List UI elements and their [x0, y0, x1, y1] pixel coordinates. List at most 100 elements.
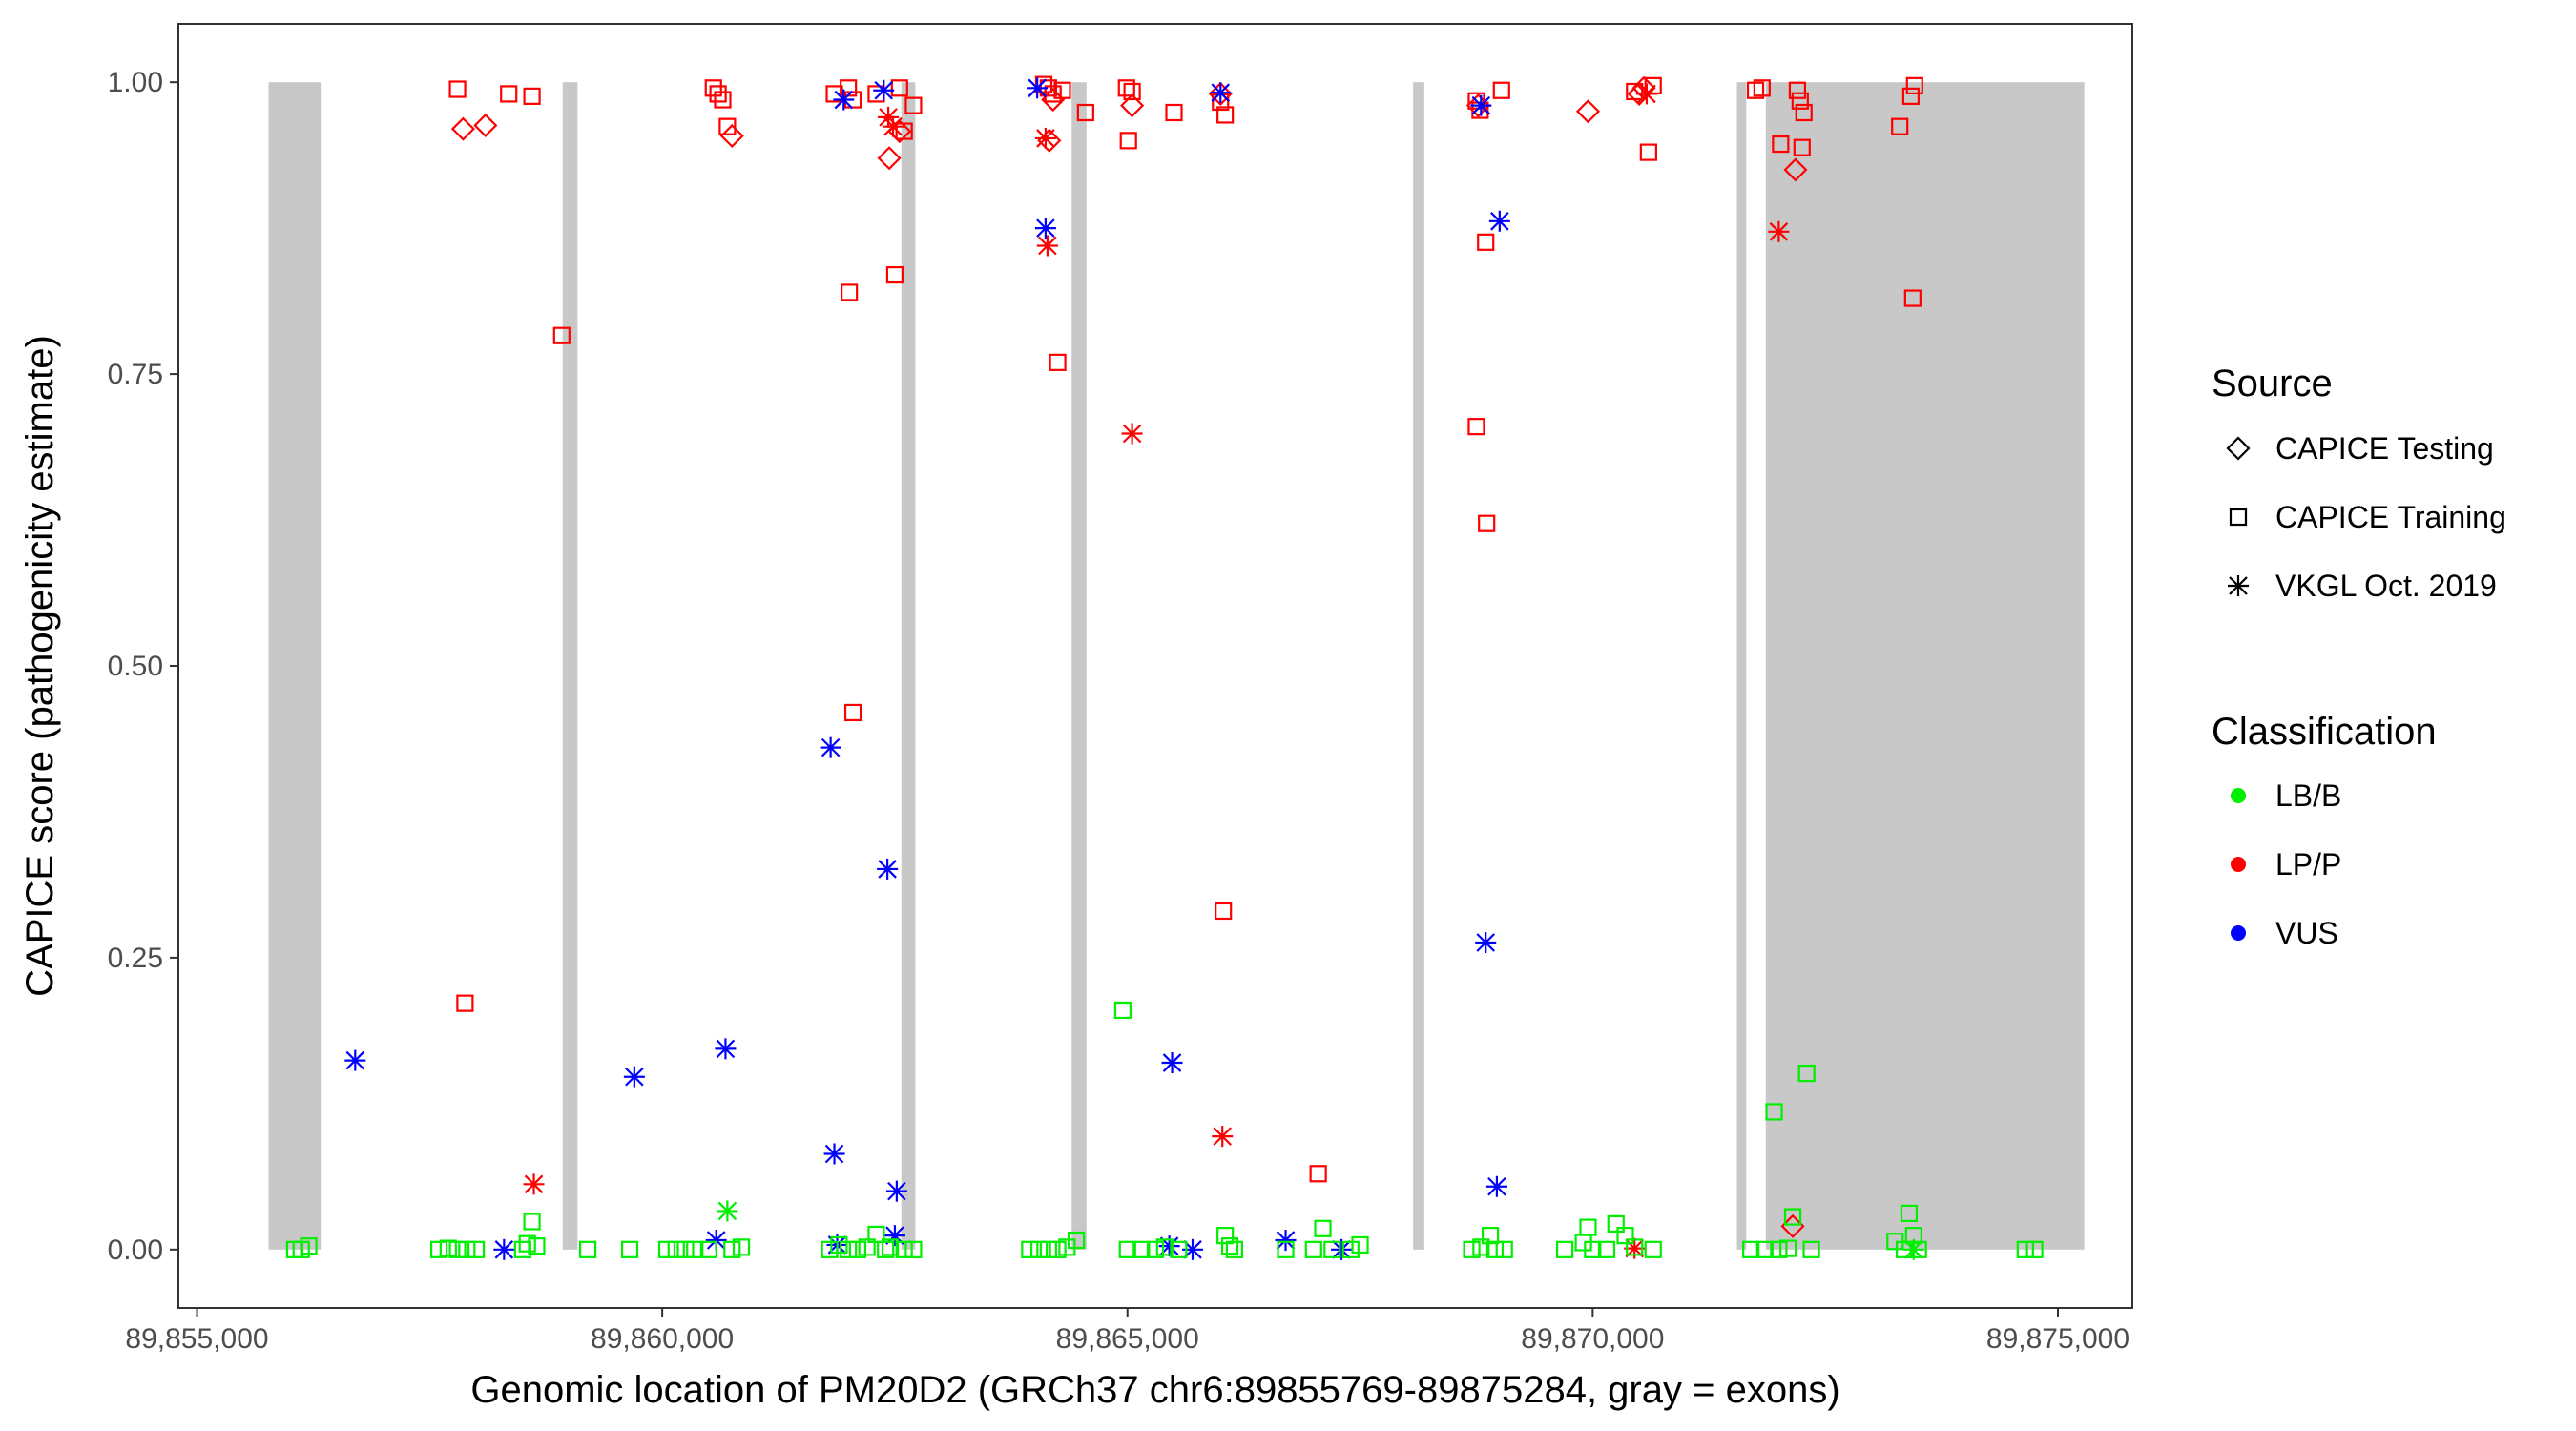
data-point: [1165, 103, 1183, 122]
data-point: [344, 1049, 366, 1071]
data-point: [1793, 138, 1811, 156]
data-point: [1120, 93, 1145, 118]
data-point: [1770, 1240, 1788, 1258]
legend-title-classification: Classification: [2212, 711, 2437, 753]
exon-band: [1071, 82, 1087, 1250]
data-point: [1039, 1240, 1057, 1258]
data-point: [1314, 1219, 1332, 1237]
data-point: [877, 1240, 895, 1258]
data-point: [1212, 1126, 1234, 1148]
data-point: [450, 116, 475, 141]
data-point: [1034, 218, 1056, 239]
data-point: [825, 85, 843, 103]
data-point: [1034, 127, 1056, 149]
data-point: [1049, 353, 1067, 371]
data-point: [1575, 99, 1601, 124]
x-tick-label: 89,875,000: [1986, 1323, 2129, 1355]
data-point: [439, 1239, 457, 1257]
data-point: [1119, 132, 1137, 150]
data-point: [1495, 1240, 1513, 1258]
data-point: [1225, 1240, 1243, 1258]
data-point: [1470, 94, 1492, 116]
data-point: [1351, 1235, 1369, 1255]
data-point: [1742, 1240, 1760, 1258]
data-point: [523, 1173, 545, 1195]
data-point: [1783, 1208, 1802, 1226]
data-point: [1795, 103, 1813, 122]
exon-band: [1736, 82, 1747, 1250]
data-point: [1488, 210, 1510, 232]
data-point: [1068, 1231, 1086, 1250]
x-tick-label: 89,855,000: [125, 1323, 268, 1355]
data-point: [1037, 128, 1062, 153]
data-point: [848, 1240, 867, 1258]
data-point: [1076, 103, 1094, 122]
data-point: [1802, 1240, 1820, 1258]
exon-bands: [268, 82, 2085, 1250]
data-point: [699, 1240, 717, 1258]
data-point: [705, 1230, 727, 1252]
data-point: [1478, 514, 1496, 532]
data-point: [867, 1225, 885, 1244]
data-point: [1118, 1240, 1136, 1258]
data-point: [885, 1180, 907, 1202]
data-point: [300, 1237, 318, 1255]
data-point: [704, 79, 722, 97]
data-point: [1485, 1175, 1507, 1197]
data-point: [1626, 82, 1644, 101]
data-point: [858, 1238, 876, 1256]
data-point: [1161, 1052, 1183, 1074]
y-axis-title: CAPICE score (pathogenicity estimate): [19, 335, 61, 997]
data-point: [1477, 233, 1495, 251]
data-point: [1626, 1238, 1644, 1256]
legend-label-source: CAPICE Testing: [2275, 431, 2494, 466]
data-point: [1900, 1204, 1919, 1222]
data-point: [1467, 418, 1485, 436]
data-point: [1475, 932, 1497, 954]
data-point: [456, 994, 474, 1012]
legend-label-source: CAPICE Training: [2275, 500, 2506, 534]
data-point: [657, 1240, 676, 1258]
legend-label-classification: LB/B: [2275, 778, 2341, 813]
data-point: [1463, 1240, 1481, 1258]
data-point: [1208, 81, 1233, 106]
y-tick-label: 0.25: [108, 943, 163, 974]
exon-band: [1765, 82, 2085, 1250]
data-point: [1220, 1237, 1239, 1255]
legend-label-classification: LP/P: [2275, 847, 2341, 881]
data-point: [1791, 92, 1809, 110]
data-point: [523, 1213, 541, 1231]
data-point: [885, 265, 904, 284]
exon-band: [901, 82, 916, 1250]
data-point: [719, 123, 744, 149]
exon-band: [268, 82, 322, 1250]
data-point: [1485, 1240, 1505, 1258]
data-point: [2025, 1240, 2044, 1258]
data-point: [458, 1240, 476, 1258]
data-point: [1903, 289, 1922, 307]
data-point: [1146, 1240, 1165, 1258]
data-point: [1768, 220, 1790, 242]
data-point: [878, 106, 900, 128]
data-point: [579, 1240, 597, 1258]
data-point: [1755, 1240, 1774, 1258]
data-point: [473, 113, 498, 138]
data-point: [1341, 1240, 1360, 1258]
y-tick-label: 0.00: [108, 1234, 163, 1266]
legend: Source Classification CAPICE Testing CAPI…: [2212, 363, 2506, 950]
data-point: [1891, 117, 1909, 135]
data-point: [1765, 1103, 1783, 1121]
data-point: [1481, 1227, 1500, 1245]
data-point: [676, 1240, 695, 1258]
data-point: [1216, 106, 1235, 124]
data-point: [1027, 77, 1049, 99]
data-point: [1123, 82, 1141, 101]
data-point: [552, 326, 571, 344]
data-point: [1277, 1240, 1295, 1258]
legend-key-dot: [2231, 857, 2246, 872]
legend-key-diamond: [2226, 436, 2251, 461]
data-point: [820, 736, 841, 758]
data-point: [709, 85, 727, 103]
exon-band: [1413, 82, 1424, 1250]
